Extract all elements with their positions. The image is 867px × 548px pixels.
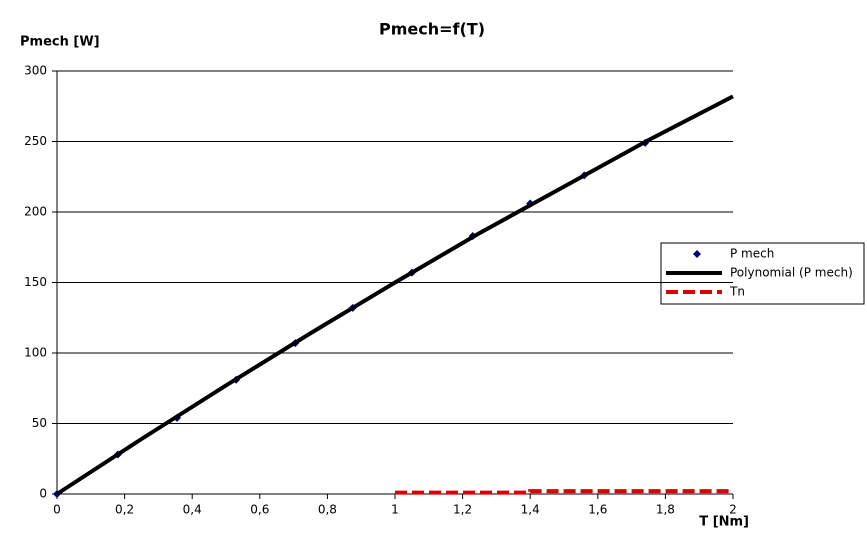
legend-marker xyxy=(693,250,701,258)
x-tick-label: 0 xyxy=(53,503,61,517)
x-tick-label: 1,8 xyxy=(656,503,675,517)
x-tick-label: 0,6 xyxy=(250,503,269,517)
y-tick-label: 150 xyxy=(24,275,47,289)
legend-label: P mech xyxy=(730,247,774,261)
x-tick-label: 1,2 xyxy=(453,503,472,517)
y-tick-label: 100 xyxy=(24,346,47,360)
x-tick-label: 0,4 xyxy=(183,503,202,517)
y-tick-label: 250 xyxy=(24,134,47,148)
x-tick-label: 1,6 xyxy=(588,503,607,517)
x-tick-label: 2 xyxy=(729,503,737,517)
y-tick-label: 200 xyxy=(24,205,47,219)
y-axis-label: Pmech [W] xyxy=(20,35,100,50)
dashed-line xyxy=(395,489,733,495)
x-tick-label: 1 xyxy=(391,503,399,517)
trend-line xyxy=(55,94,734,496)
chart-title: Pmech=f(T) xyxy=(379,20,485,39)
legend-label: Polynomial (P mech) xyxy=(730,266,853,280)
x-tick-label: 0,8 xyxy=(318,503,337,517)
y-tick-label: 0 xyxy=(39,487,47,501)
y-tick-label: 50 xyxy=(32,416,47,430)
x-axis-label: T [Nm] xyxy=(699,515,749,530)
legend-label: Tn xyxy=(729,285,745,299)
x-tick-label: 1,4 xyxy=(521,503,540,517)
y-tick-label: 300 xyxy=(24,64,47,78)
x-tick-label: 0,2 xyxy=(115,503,134,517)
